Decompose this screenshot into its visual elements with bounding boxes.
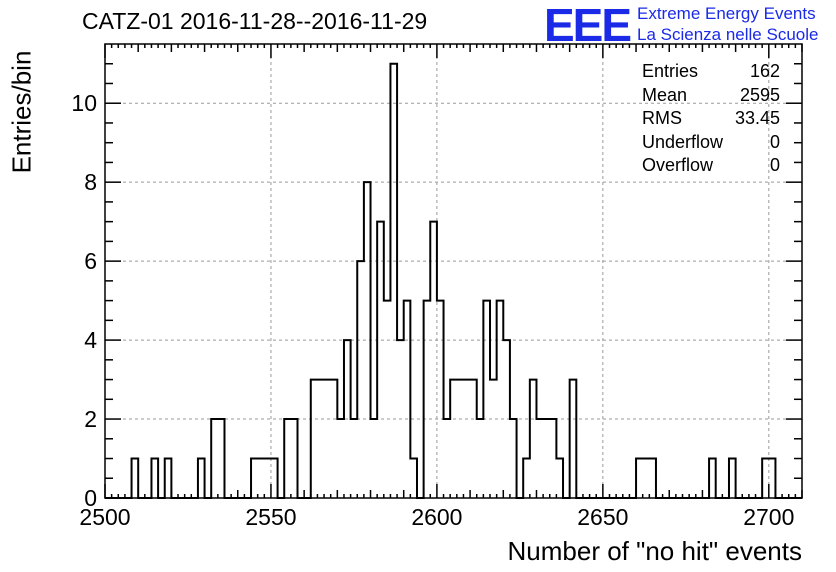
histogram-bin <box>397 340 404 498</box>
histogram-bin <box>284 419 291 498</box>
histogram-bin <box>709 459 716 498</box>
histogram-bin <box>377 222 384 498</box>
histogram-bin <box>556 459 563 498</box>
histogram-bin <box>643 459 650 498</box>
histogram-bin <box>317 380 324 498</box>
histogram-bin <box>543 419 550 498</box>
histogram-bin <box>636 459 643 498</box>
y-tick-label: 0 <box>84 485 97 511</box>
histogram-bin <box>536 419 543 498</box>
histogram-bin <box>424 301 431 498</box>
histogram-bin <box>430 222 437 498</box>
histogram-bin <box>477 419 484 498</box>
x-tick-label: 2700 <box>743 504 794 530</box>
histogram-bin <box>357 261 364 498</box>
histogram-bin <box>291 419 298 498</box>
stat-label: RMS <box>642 108 682 128</box>
histogram-bin <box>165 459 172 498</box>
histogram-bin <box>337 419 344 498</box>
histogram-bin <box>371 419 378 498</box>
histogram-bin <box>649 459 656 498</box>
histogram-bin <box>762 459 769 498</box>
stat-mean: Mean 2595 <box>642 84 780 108</box>
histogram-bin <box>463 380 470 498</box>
x-tick-label: 2600 <box>411 504 462 530</box>
eee-logo: EEE <box>544 0 632 51</box>
histogram-bin <box>444 419 451 498</box>
stat-label: Entries <box>642 61 699 81</box>
histogram-bin <box>450 380 457 498</box>
stat-overflow: Overflow 0 <box>642 154 780 178</box>
x-axis-label: Number of "no hit" events <box>507 536 803 566</box>
histogram-bin <box>258 459 265 498</box>
axis-ticks <box>104 44 803 499</box>
x-tick-label: 2550 <box>245 504 296 530</box>
grid-lines <box>105 44 802 498</box>
histogram-bin <box>404 301 411 498</box>
histogram-bin <box>331 380 338 498</box>
stat-entries: Entries 162 <box>642 60 780 84</box>
histogram-bin <box>198 459 205 498</box>
histogram-bin <box>470 380 477 498</box>
histogram-bin <box>271 459 278 498</box>
histogram-bin <box>457 380 464 498</box>
histogram-bin <box>311 380 318 498</box>
plot-frame <box>104 43 803 499</box>
histogram-bin <box>530 380 537 498</box>
histogram-bin <box>132 459 139 498</box>
stat-rms: RMS 33.45 <box>642 107 780 131</box>
histogram-bin <box>570 380 577 498</box>
histogram-bin <box>490 380 497 498</box>
stat-underflow: Underflow 0 <box>642 131 780 155</box>
histogram-bin <box>324 380 331 498</box>
stats-box: Entries 162 Mean 2595 RMS 33.45 Underflo… <box>642 60 780 178</box>
stat-label: Underflow <box>642 131 724 152</box>
histogram-bin <box>729 459 736 498</box>
stat-value: 0 <box>769 155 780 175</box>
histogram-bin <box>344 340 351 498</box>
axis-tick-labels: 2500 2550 2600 2650 2700 0 2 4 6 8 10 <box>71 90 794 530</box>
stat-label: Overflow <box>642 155 714 175</box>
stat-value: 162 <box>749 61 780 81</box>
histogram-bin <box>218 419 225 498</box>
stat-value: 2595 <box>739 84 780 105</box>
histogram-bin <box>769 459 776 498</box>
histogram-bin <box>251 459 258 498</box>
histogram-bin <box>384 301 391 498</box>
y-tick-label: 10 <box>71 90 97 116</box>
x-tick-label: 2500 <box>79 504 130 530</box>
stat-value: 33.45 <box>734 108 780 128</box>
histogram-bin <box>437 301 444 498</box>
logo-line-2: La Scienza nelle Scuole <box>637 25 819 44</box>
histogram-bin <box>351 419 358 498</box>
histogram-bin <box>211 419 218 498</box>
histogram-bin <box>497 301 504 498</box>
histogram-bin <box>483 301 490 498</box>
y-axis-label: Entries/bin <box>6 50 37 174</box>
y-tick-label: 4 <box>84 327 97 353</box>
histogram-bin <box>390 64 397 498</box>
histogram-bin <box>510 419 517 498</box>
histogram-bin <box>523 459 530 498</box>
histogram-bin <box>410 459 417 498</box>
histogram-bin <box>550 419 557 498</box>
histogram-bin <box>503 340 510 498</box>
logo-line-1: Extreme Energy Events <box>637 4 816 23</box>
histogram-bin <box>364 182 371 498</box>
histogram-bin <box>264 459 271 498</box>
y-tick-label: 8 <box>84 169 97 195</box>
x-tick-label: 2650 <box>577 504 628 530</box>
y-tick-label: 2 <box>84 406 97 432</box>
chart-title: CATZ-01 2016-11-28--2016-11-29 <box>82 8 428 34</box>
stat-value: 0 <box>769 131 780 152</box>
histogram-bin <box>151 459 158 498</box>
stat-label: Mean <box>642 84 688 105</box>
y-tick-label: 6 <box>84 248 97 274</box>
